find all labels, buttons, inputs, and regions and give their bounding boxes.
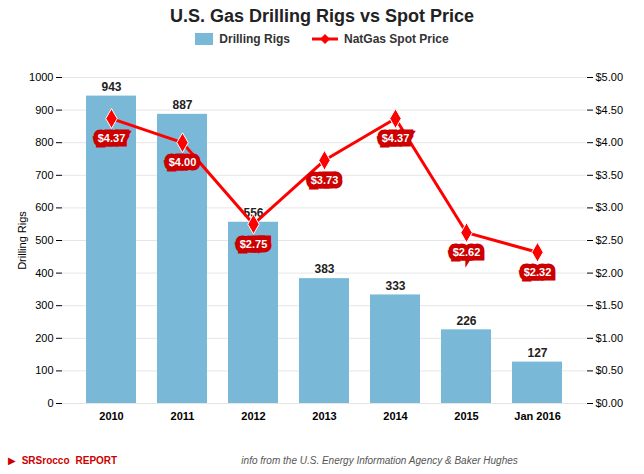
svg-text:$4.37: $4.37 [382, 132, 410, 144]
html-text:REPORT: REPORT [75, 454, 118, 466]
svg-text:$2.75: $2.75 [240, 238, 268, 250]
svg-text:500: 500 [35, 234, 53, 246]
html-text:Drilling Rigs: Drilling Rigs [219, 32, 290, 46]
svg-text:900: 900 [35, 104, 53, 116]
svg-text:226: 226 [456, 314, 476, 328]
svg-text:$4.00: $4.00 [169, 156, 197, 168]
svg-text:$3.73: $3.73 [311, 174, 339, 186]
svg-text:2010: 2010 [99, 410, 123, 422]
html-text:U.S. Gas Drilling Rigs vs Spot: U.S. Gas Drilling Rigs vs Spot Price [170, 6, 474, 26]
svg-text:1000: 1000 [29, 71, 53, 83]
svg-text:$1.00: $1.00 [596, 332, 624, 344]
svg-text:2011: 2011 [171, 410, 195, 422]
html-text:NatGas Spot Price: NatGas Spot Price [344, 32, 449, 46]
svg-text:2012: 2012 [241, 410, 265, 422]
svg-text:$4.50: $4.50 [596, 104, 624, 116]
svg-text:383: 383 [314, 262, 334, 276]
svg-text:$2.50: $2.50 [596, 234, 624, 246]
svg-text:$0.50: $0.50 [596, 364, 624, 376]
svg-text:887: 887 [172, 98, 192, 112]
svg-text:$5.00: $5.00 [596, 71, 624, 83]
svg-text:$2.62: $2.62 [453, 246, 481, 258]
svg-text:Drilling Rigs: Drilling Rigs [16, 211, 28, 270]
svg-text:2014: 2014 [383, 410, 408, 422]
svg-text:$3.50: $3.50 [596, 169, 624, 181]
svg-text:943: 943 [101, 80, 121, 94]
svg-text:200: 200 [35, 332, 53, 344]
svg-text:127: 127 [527, 346, 547, 360]
svg-text:0: 0 [47, 397, 53, 409]
svg-text:$0.00: $0.00 [596, 397, 624, 409]
svg-text:Jan 2016: Jan 2016 [514, 410, 560, 422]
html-text:SRSrocco: SRSrocco [21, 454, 70, 466]
svg-text:2015: 2015 [454, 410, 478, 422]
svg-text:556: 556 [243, 206, 264, 221]
svg-text:$2.00: $2.00 [596, 267, 624, 279]
svg-text:$2.32: $2.32 [524, 266, 552, 278]
svg-text:400: 400 [35, 267, 53, 279]
svg-text:$4.00: $4.00 [596, 136, 624, 148]
svg-text:600: 600 [35, 201, 53, 213]
svg-text:333: 333 [385, 279, 405, 293]
svg-text:100: 100 [35, 364, 53, 376]
svg-text:800: 800 [35, 136, 53, 148]
html-text:info from the U.S. Energy Info: info from the U.S. Energy Information Ag… [241, 454, 518, 466]
svg-text:$4.37: $4.37 [98, 132, 126, 144]
svg-text:300: 300 [35, 299, 53, 311]
svg-text:700: 700 [35, 169, 53, 181]
svg-text:$3.00: $3.00 [596, 201, 624, 213]
svg-text:$1.50: $1.50 [596, 299, 624, 311]
svg-text:2013: 2013 [312, 410, 336, 422]
